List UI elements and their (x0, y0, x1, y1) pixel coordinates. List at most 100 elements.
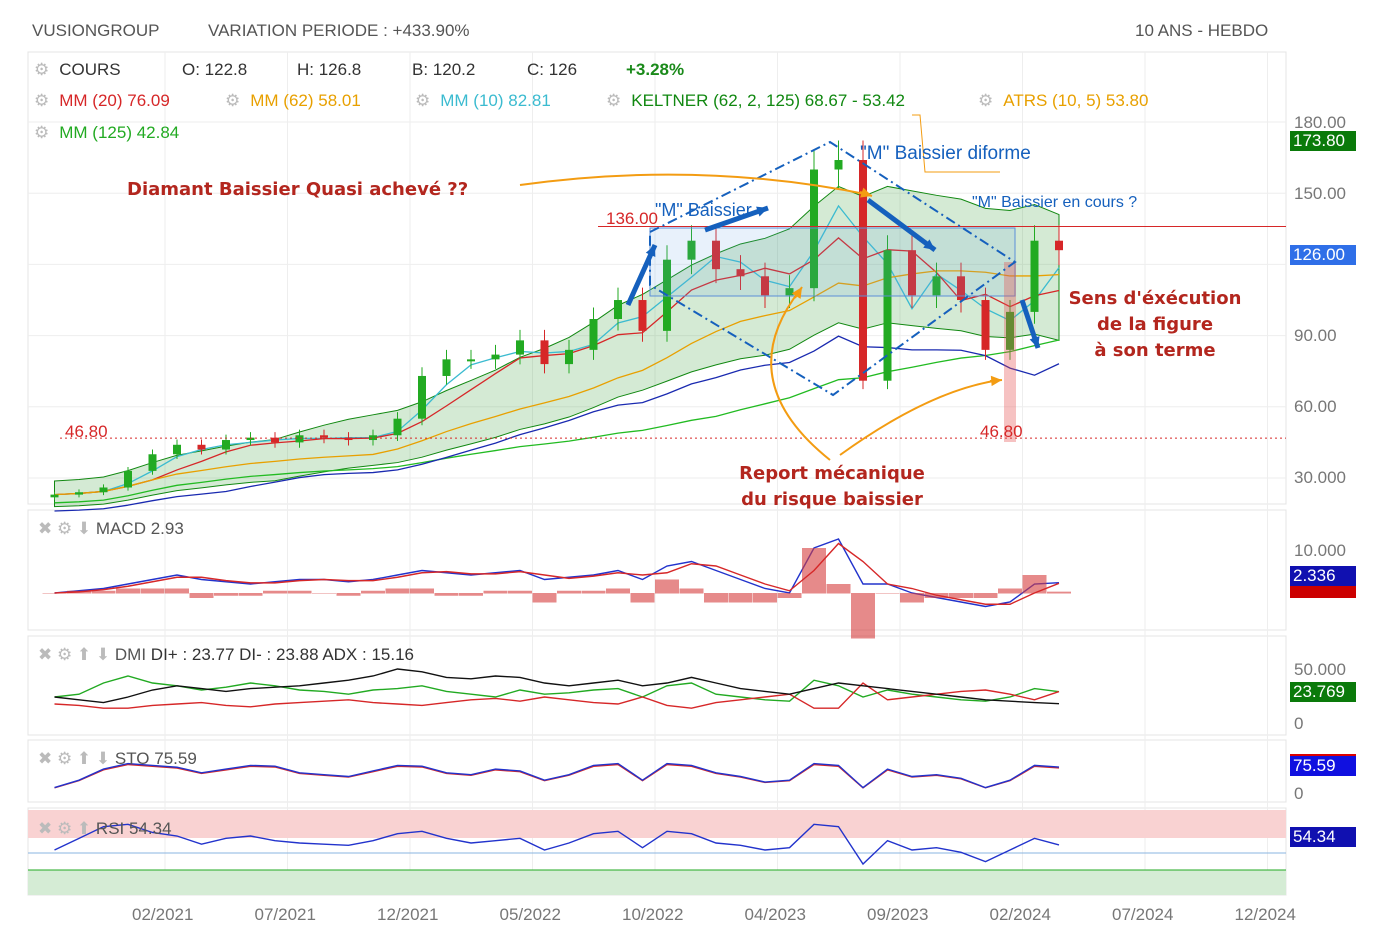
high-price-tag: 173.80 (1290, 131, 1356, 151)
macd-tick: 10.000 (1294, 541, 1346, 560)
macd-histogram-bar (459, 593, 483, 596)
macd-histogram-bar (91, 590, 116, 594)
candle-body (271, 437, 279, 443)
panel-frame (27, 509, 1287, 631)
open-value: O: 122.8 (182, 60, 248, 79)
candle-body (344, 437, 353, 441)
candle-body (393, 418, 402, 436)
candle-body (222, 440, 230, 450)
macd-histogram-bar (900, 593, 924, 603)
macd-histogram-bar (189, 593, 214, 598)
sto-label: STO (114, 749, 150, 768)
annotation-m1: "M" Baissier (655, 200, 752, 220)
arrow-up-head (645, 245, 656, 257)
macd-histogram-bar (557, 590, 581, 594)
close-icon[interactable]: ✖ ⚙ ⬆ (38, 819, 92, 838)
macd-histogram-bar (410, 588, 434, 594)
candle-body (418, 375, 426, 419)
report-line: du risque baissier (741, 489, 923, 510)
dmi-plus-line (54, 675, 1060, 702)
annotation-report: Report mécanique du risque baissier (722, 461, 942, 513)
macd-histogram-bar (508, 590, 532, 594)
x-tick-label: 07/2021 (254, 905, 316, 924)
macd-histogram-bar (312, 593, 336, 594)
candle-body (197, 444, 206, 450)
arrow-m1-head (756, 206, 768, 217)
orange-arrow-head (860, 187, 872, 198)
atrs-line (54, 335, 1060, 512)
legend-atrs[interactable]: ⚙ ATRS (10, 5) 53.80 (978, 91, 1148, 111)
macd-histogram-bar (704, 593, 728, 603)
macd-histogram-bar (385, 588, 410, 594)
close-icon[interactable]: ✖ ⚙ ⬆ ⬇ (38, 749, 111, 768)
consolidation-box (649, 227, 1016, 297)
macd-histogram-bar (434, 593, 459, 596)
rsi-oversold-zone (28, 870, 1286, 895)
dmi-header: ✖ ⚙ ⬆ ⬇ DMI DI+ : 23.77 DI- : 23.88 ADX … (38, 645, 414, 665)
level-136-label: 136.00 (606, 209, 658, 228)
macd-tag: 2.336 (1290, 566, 1356, 586)
candle-body (442, 359, 451, 376)
legend-mm125[interactable]: ⚙ MM (125) 42.84 (34, 123, 179, 143)
candle-body (540, 340, 549, 365)
close-icon[interactable]: ✖ ⚙ ⬇ (38, 519, 92, 538)
macd-line (54, 538, 1060, 608)
orange-arrow-3-head (990, 375, 1002, 387)
x-tick-label: 12/2024 (1234, 905, 1296, 924)
macd-histogram-bar (728, 593, 753, 603)
sto-zero: 0 (1294, 784, 1304, 803)
period-label[interactable]: 10 ANS - HEBDO (1135, 21, 1269, 40)
macd-histogram-bar (263, 590, 287, 594)
orange-curve (519, 173, 871, 196)
x-tick-label: 07/2024 (1112, 905, 1174, 924)
candle-body (148, 454, 157, 471)
candle-body (785, 288, 794, 296)
candle-body (712, 240, 720, 270)
gear-icon[interactable]: ⚙ (34, 91, 50, 110)
panel-frame (27, 739, 1287, 803)
legend-mm62[interactable]: ⚙ MM (62) 58.01 (225, 91, 361, 111)
sto-signal-line (54, 763, 1060, 789)
candle-body (491, 354, 500, 360)
candle-body (295, 435, 304, 443)
panel-frame (27, 635, 1287, 736)
gear-icon[interactable]: ⚙ (415, 91, 431, 110)
candle-body (50, 494, 59, 498)
gear-icon[interactable]: ⚙ (34, 60, 50, 79)
price-tick: 90.00 (1294, 326, 1337, 345)
gear-icon[interactable]: ⚙ (34, 123, 50, 142)
gear-icon[interactable]: ⚙ (225, 91, 241, 110)
macd-header: ✖ ⚙ ⬇ MACD 2.93 (38, 519, 184, 539)
x-tick-label: 09/2023 (867, 905, 929, 924)
candle-body (883, 250, 892, 381)
candle-body (516, 340, 524, 355)
diamond-figure (649, 140, 1017, 397)
legend-keltner[interactable]: ⚙ KELTNER (62, 2, 125) 68.67 - 53.42 (606, 91, 905, 111)
sto-value: 75.59 (154, 749, 197, 768)
dmi-label: DMI (114, 645, 147, 664)
macd-histogram-bar (679, 588, 704, 594)
variation-period: VARIATION PERIODE : +433.90% (208, 21, 470, 40)
gear-icon[interactable]: ⚙ (978, 91, 994, 110)
target-zone (1004, 262, 1016, 442)
sto-line (54, 762, 1060, 789)
legend-cours[interactable]: ⚙ COURS (34, 60, 121, 80)
low-value: B: 120.2 (412, 60, 476, 79)
annotation-diamant: Diamant Baissier Quasi achevé ?? (127, 179, 469, 200)
candle-body (638, 300, 647, 331)
m2-bracket (912, 114, 1000, 173)
legend-mm20[interactable]: ⚙ MM (20) 76.09 (34, 91, 170, 111)
dmi-tick: 50.000 (1294, 660, 1346, 679)
annotation-sens: Sens d'éxécution de la figure à son terme (1055, 286, 1255, 364)
rsi-overbought-zone (28, 810, 1286, 838)
keltner-label: KELTNER (62, 2, 125) 68.67 - 53.42 (631, 91, 905, 110)
close-icon[interactable]: ✖ ⚙ ⬆ ⬇ (38, 645, 111, 664)
gear-icon[interactable]: ⚙ (606, 91, 622, 110)
legend-mm10[interactable]: ⚙ MM (10) 82.81 (415, 91, 551, 111)
high-value: H: 126.8 (297, 60, 362, 79)
rsi-line (54, 823, 1060, 866)
sto-header: ✖ ⚙ ⬆ ⬇ STO 75.59 (38, 749, 197, 769)
rsi-value: 54.34 (129, 819, 172, 838)
annotation-m3: "M" Baissier en cours ? (972, 194, 1138, 211)
